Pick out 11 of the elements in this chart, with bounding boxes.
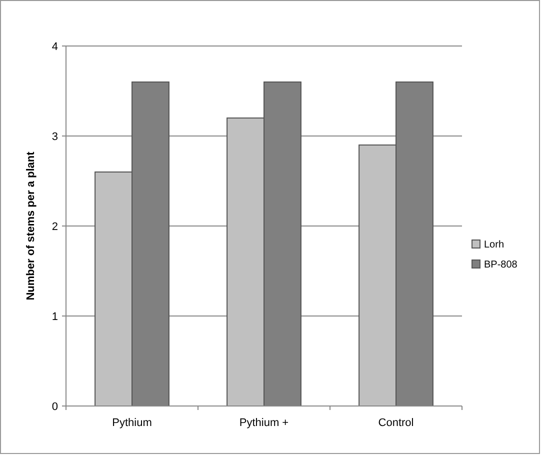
legend-label: Lorh — [484, 240, 504, 250]
y-tick-label: 3 — [52, 130, 58, 143]
legend-label: BP-808 — [484, 260, 518, 270]
y-axis-title: Number of stems per a plant — [25, 151, 37, 300]
y-tick-label: 4 — [52, 40, 58, 53]
x-tick-label: Control — [378, 417, 414, 429]
y-tick-label: 2 — [52, 220, 58, 233]
y-tick-label: 0 — [52, 400, 58, 413]
x-tick-label: Pythium + — [239, 417, 289, 429]
x-tick-label: Pythium — [112, 417, 152, 429]
y-tick-label: 1 — [52, 310, 58, 323]
